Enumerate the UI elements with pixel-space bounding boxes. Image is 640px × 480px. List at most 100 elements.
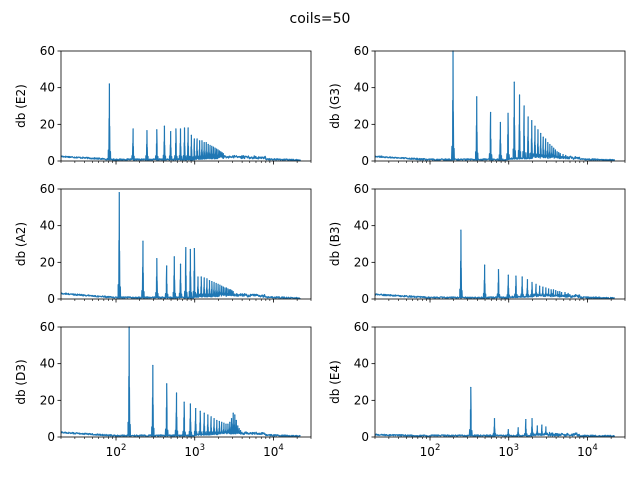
peak-point — [551, 145, 553, 147]
peak-point — [470, 386, 472, 389]
peak-point — [152, 364, 154, 367]
y-tick-label: 60 — [354, 44, 369, 58]
peak-point — [213, 418, 215, 420]
subplot-4: 0 20 40 60 db (B3) — [328, 182, 626, 306]
peak-point — [234, 414, 236, 416]
peak-point — [555, 433, 557, 435]
peak-point — [523, 105, 525, 107]
y-tick-label: 60 — [354, 320, 369, 334]
peak-point — [507, 274, 509, 276]
y-tick-label: 20 — [354, 393, 369, 407]
peak-point — [517, 427, 519, 429]
peak-point — [218, 420, 220, 423]
peak-point — [539, 285, 541, 287]
peak-point — [526, 279, 529, 281]
subplot-5: 0 20 40 60 102 103 104 db (D3) — [14, 320, 312, 459]
peak-point — [214, 147, 216, 149]
peak-point — [210, 416, 212, 418]
y-tick-label: 40 — [40, 81, 55, 95]
x-tick-label: 102 — [420, 443, 441, 459]
spectrum-line — [375, 386, 615, 437]
peak-point — [199, 410, 201, 412]
peak-point — [545, 138, 547, 140]
peak-point — [228, 289, 230, 291]
peak-point — [507, 429, 509, 431]
peak-point — [232, 291, 234, 293]
peak-point — [515, 275, 517, 277]
y-tick-label: 0 — [47, 154, 55, 168]
peak-point — [213, 281, 215, 284]
peak-point — [565, 154, 567, 157]
peak-point — [190, 134, 192, 136]
peak-point — [179, 128, 182, 130]
axes-frame — [374, 326, 626, 438]
peak-point — [558, 152, 560, 154]
peak-point — [227, 423, 229, 425]
peak-point — [535, 283, 537, 285]
peak-point — [521, 276, 523, 278]
peak-point — [170, 131, 172, 133]
peak-point — [499, 121, 502, 124]
peak-point — [222, 286, 224, 288]
peak-point — [513, 81, 515, 83]
peak-point — [493, 418, 496, 420]
peak-point — [239, 429, 242, 432]
peak-point — [173, 256, 175, 258]
peak-point — [206, 278, 208, 280]
y-tick-label: 0 — [47, 430, 55, 444]
y-axis-label: db (A2) — [14, 222, 28, 266]
peak-point — [132, 128, 134, 130]
y-axis-label: db (E2) — [14, 84, 28, 128]
figure-title: coils=50 — [290, 11, 351, 27]
peak-point — [209, 144, 211, 147]
peak-point — [555, 290, 557, 292]
spectrum-line — [61, 83, 301, 161]
peak-point — [531, 281, 533, 284]
peak-point — [142, 240, 144, 242]
y-tick-label: 20 — [40, 393, 55, 407]
peak-point — [476, 96, 478, 98]
peak-point — [189, 248, 191, 251]
peak-point — [548, 431, 551, 434]
peak-point — [212, 146, 215, 148]
peak-point — [207, 414, 209, 416]
y-tick-label: 60 — [40, 44, 55, 58]
peak-point — [562, 153, 564, 156]
peak-point — [537, 129, 539, 131]
y-tick-label: 60 — [40, 182, 55, 196]
peak-point — [223, 422, 225, 424]
peak-point — [187, 127, 189, 129]
y-axis-label: db (G3) — [328, 83, 342, 128]
y-tick-label: 0 — [361, 154, 369, 168]
peak-point — [218, 150, 221, 152]
peak-point — [193, 247, 195, 250]
peak-point — [545, 426, 547, 428]
peak-point — [231, 290, 233, 292]
peak-point — [460, 229, 462, 231]
subplot-grid: 0 20 40 60 db (E2) 0 20 40 60 db (G3) 0 20 40 60 db (A… — [14, 44, 626, 459]
spectrum-line — [61, 192, 301, 299]
peak-point — [536, 425, 538, 427]
x-tick-label: 104 — [263, 443, 284, 459]
y-tick-label: 20 — [40, 117, 55, 131]
peak-point — [195, 407, 197, 410]
peak-point — [554, 149, 557, 151]
spectrum-line — [375, 50, 615, 161]
peak-point — [557, 291, 559, 293]
peak-point — [199, 140, 201, 142]
peak-point — [217, 149, 219, 151]
peak-point — [156, 129, 158, 131]
axes-frame — [60, 188, 312, 300]
peak-point — [225, 287, 228, 289]
peak-point — [549, 143, 551, 146]
subplot-6: 0 20 40 60 102 103 104 db (E4) — [328, 320, 626, 459]
peak-point — [564, 291, 566, 294]
y-tick-label: 20 — [40, 255, 55, 269]
y-tick-label: 40 — [40, 357, 55, 371]
peak-point — [183, 127, 186, 129]
peak-point — [559, 153, 561, 155]
peak-point — [531, 418, 533, 420]
peak-point — [183, 401, 185, 403]
y-tick-label: 20 — [354, 117, 369, 131]
